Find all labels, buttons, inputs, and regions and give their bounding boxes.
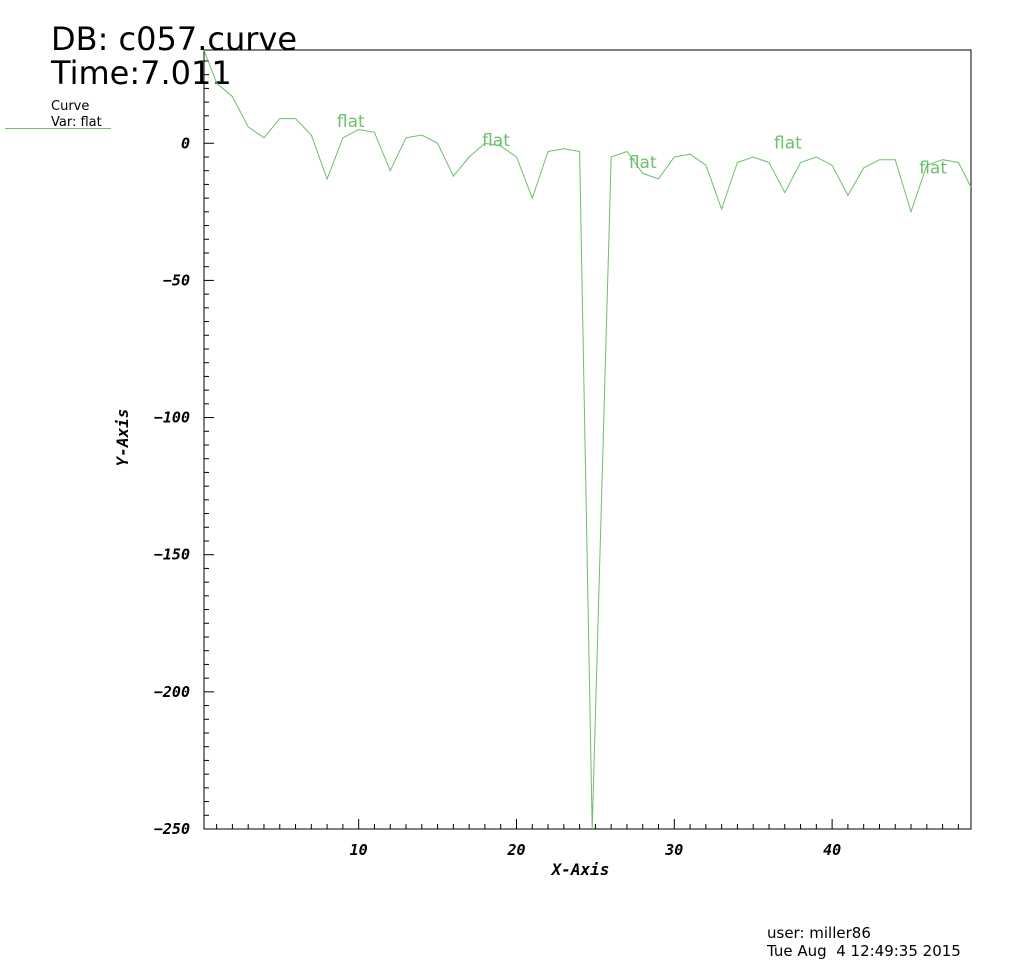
x-tick-label: 30: [664, 841, 683, 859]
legend-line-swatch: [5, 128, 111, 129]
curve-label: flat: [629, 153, 657, 173]
user-label: user: miller86: [767, 924, 871, 942]
y-tick-label: −100: [154, 409, 190, 427]
series-line-flat: [203, 49, 972, 830]
y-tick-label: −200: [154, 683, 190, 701]
curve-label: flat: [482, 131, 510, 151]
x-axis-label: X-Axis: [550, 860, 610, 879]
y-tick-label: 0: [181, 134, 190, 152]
y-tick-label: −250: [154, 820, 190, 838]
x-tick-label: 20: [506, 841, 525, 859]
date-label: Tue Aug 4 12:49:35 2015: [767, 942, 961, 960]
curve-label: flat: [919, 158, 947, 178]
time-label: Time:7.011: [51, 54, 232, 92]
legend-title: Curve: [51, 99, 90, 114]
legend-var-label: Var: flat: [51, 115, 102, 130]
x-tick-label: 10: [350, 841, 368, 859]
curve-label: flat: [774, 134, 802, 154]
plot-frame: [203, 49, 972, 830]
y-axis-label: Y-Axis: [113, 409, 132, 467]
y-tick-label: −150: [154, 546, 190, 564]
db-title: DB: c057.curve: [51, 20, 298, 58]
y-tick-label: −50: [163, 271, 190, 289]
x-tick-label: 40: [823, 841, 841, 859]
curve-label: flat: [337, 112, 365, 132]
